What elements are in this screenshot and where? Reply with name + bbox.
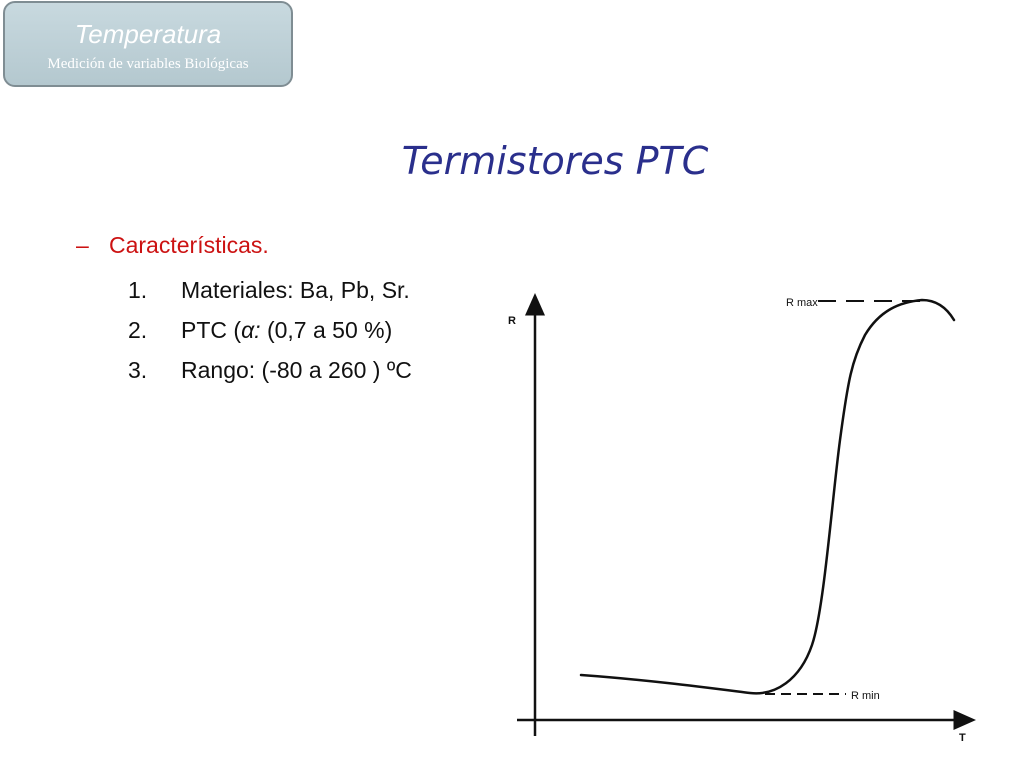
rmax-label: R max (786, 297, 818, 309)
rmin-label: R min (851, 690, 880, 702)
y-axis-label: R (508, 315, 516, 327)
list-text: Materiales: Ba, Pb, Sr. (181, 277, 410, 303)
list-item-range: 3. Rango: (-80 a 260 ) ºC (128, 354, 412, 386)
list-number: 3. (128, 357, 148, 383)
heading-text: Características. (109, 232, 269, 258)
list-text: Rango: (-80 a 260 ) ºC (181, 357, 412, 383)
x-axis-label: T (959, 732, 966, 744)
list-number: 1. (128, 277, 148, 303)
section-subtitle: Medición de variables Biológicas (47, 56, 249, 72)
ptc-curve (579, 298, 956, 695)
alpha-symbol: α: (241, 317, 261, 343)
list-item-ptc: 2. PTC (α: (0,7 a 50 %) (128, 314, 392, 346)
slide-title: Termistores PTC (401, 139, 709, 183)
section-badge: Temperatura Medición de variables Biológ… (3, 1, 293, 87)
characteristics-heading: – Características. (76, 229, 269, 261)
list-text-suffix: (0,7 a 50 %) (260, 317, 393, 343)
list-text-prefix: PTC ( (181, 317, 242, 343)
list-number: 2. (128, 317, 148, 343)
list-item-materials: 1. Materiales: Ba, Pb, Sr. (128, 274, 410, 306)
dash-bullet: – (76, 232, 89, 258)
section-title: Temperatura (74, 19, 222, 49)
